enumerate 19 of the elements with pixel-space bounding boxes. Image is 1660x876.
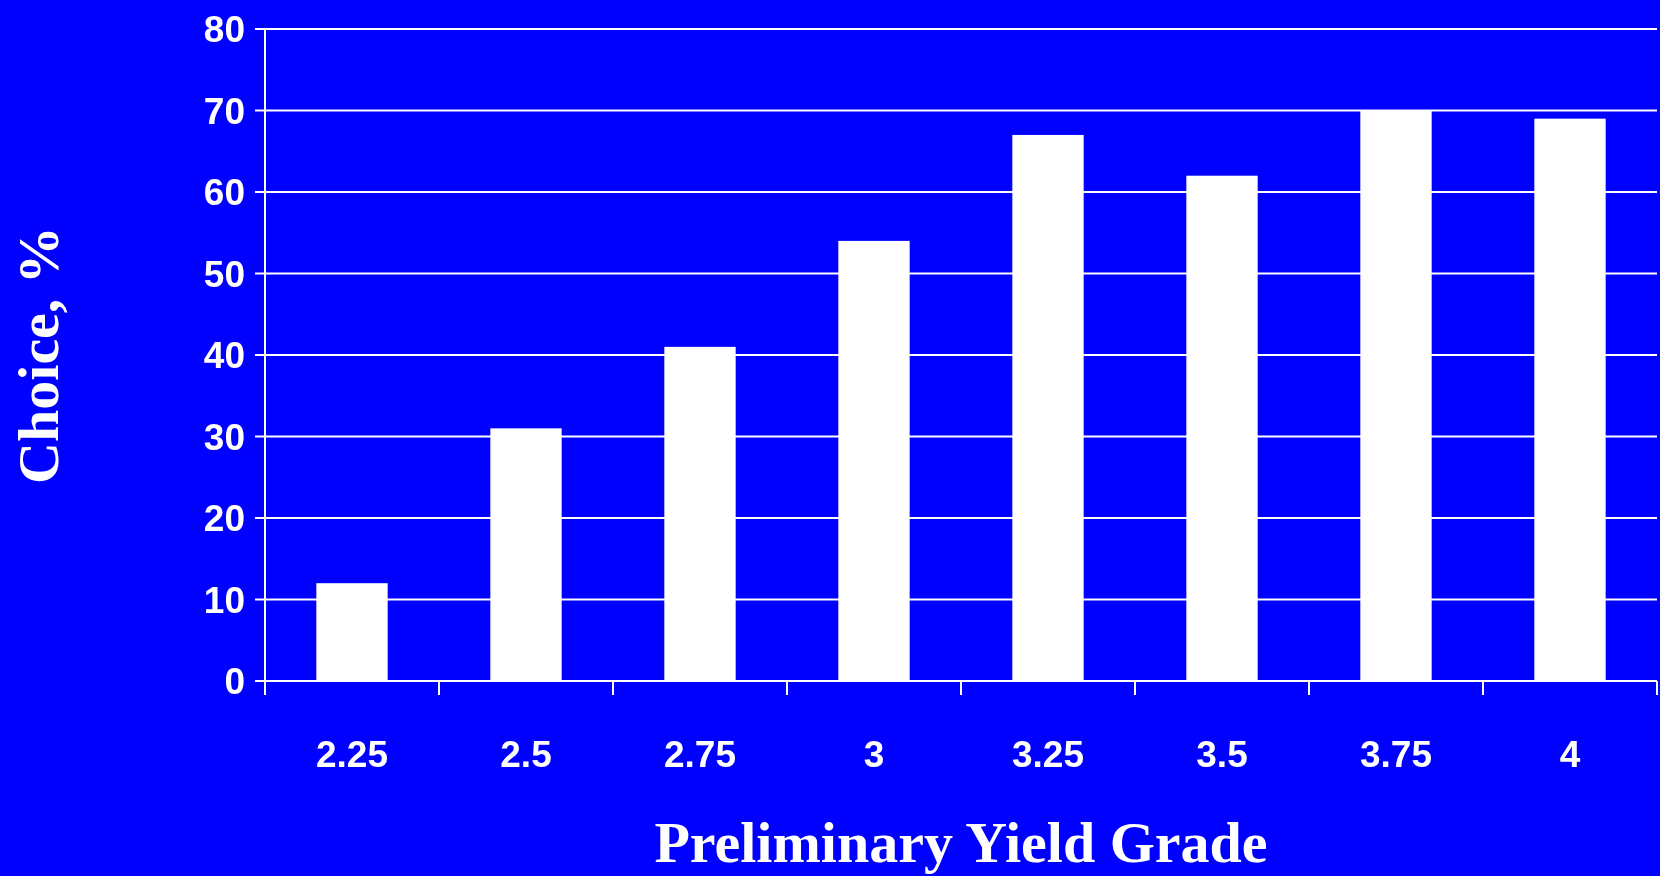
y-tick-label: 80 [203,9,245,51]
y-tick-label: 30 [203,416,245,458]
y-tick-label: 20 [203,498,245,540]
y-tick-label: 10 [203,579,245,621]
y-tick-label: 60 [203,172,245,214]
y-tick-label: 50 [203,253,245,295]
y-tick-label: 0 [224,661,245,703]
x-tick-label: 3 [863,734,885,775]
x-tick-label: 2.5 [500,734,552,775]
y-axis-title: Choice, % [6,226,71,484]
x-tick-label: 3.75 [1359,734,1433,775]
y-tick-label: 70 [203,90,245,132]
x-tick-label: 4 [1559,734,1581,775]
y-tick-label: 40 [203,335,245,377]
x-tick-label: 2.75 [663,734,737,775]
x-axis-title: Preliminary Yield Grade [654,810,1268,875]
x-tick-label: 2.25 [315,734,389,775]
x-tick-label: 3.5 [1196,734,1248,775]
x-tick-label: 3.25 [1011,734,1085,775]
